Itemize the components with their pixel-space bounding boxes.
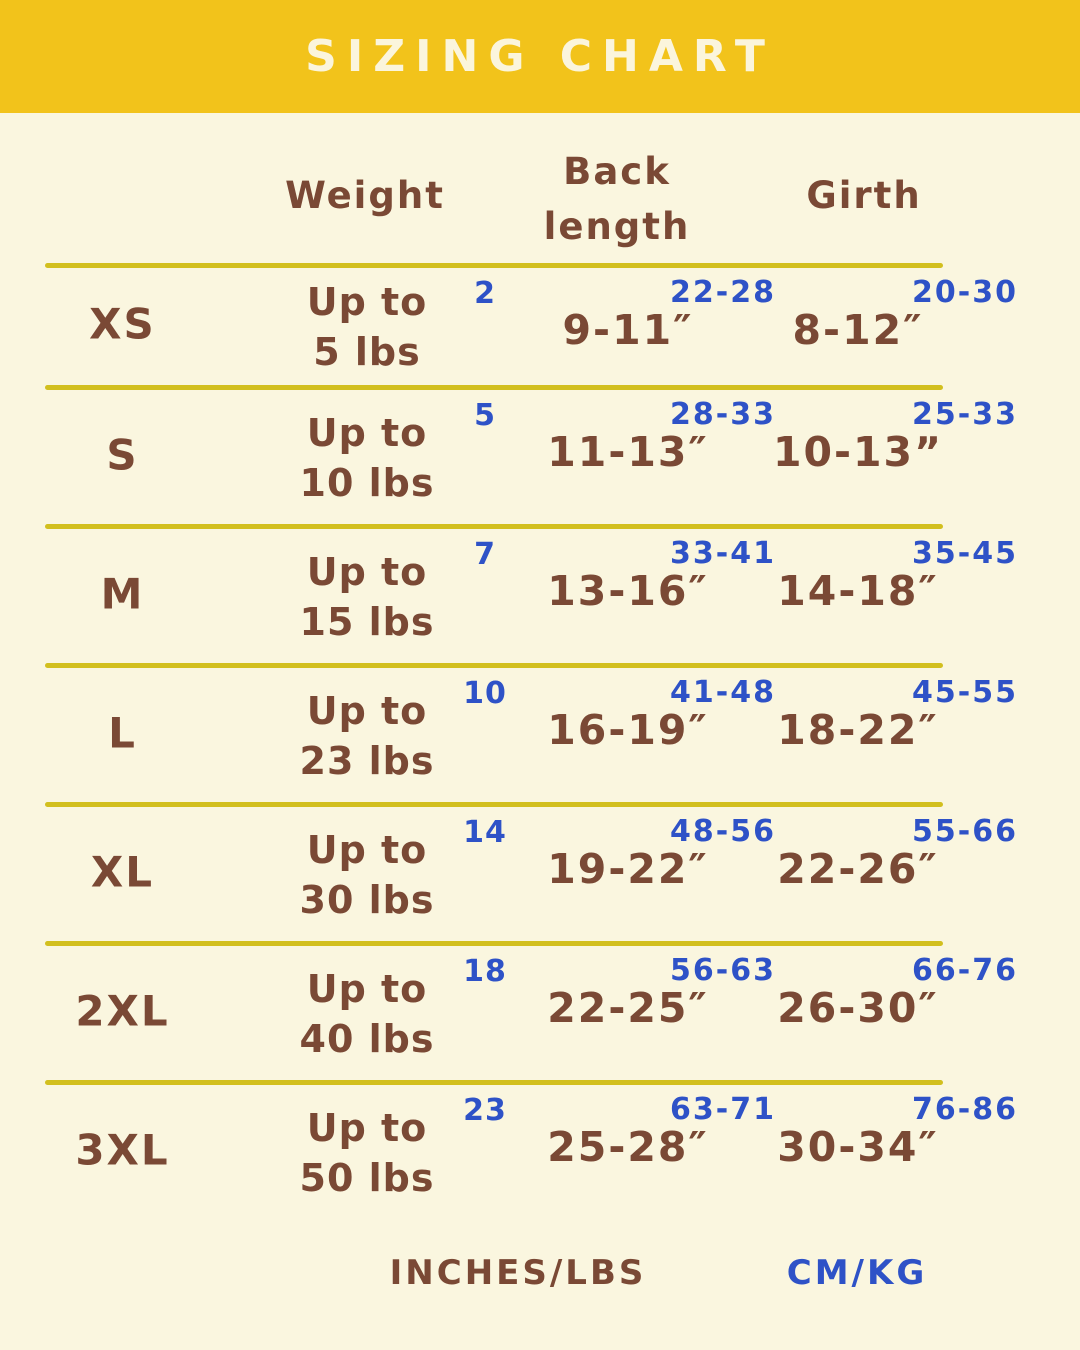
weight-imperial: Up to 50 lbs (252, 1103, 482, 1203)
size-row-xs: XS Up to 5 lbs 2 22-28 9-11″ 20-30 8-12″ (0, 263, 1080, 385)
back-length-inches: 11-13″ (547, 428, 709, 476)
page-title: SIZING CHART (305, 31, 775, 82)
weight-line2: 40 lbs (299, 1016, 435, 1061)
girth-cm: 66-76 (912, 953, 1018, 988)
size-label: 3XL (75, 1125, 170, 1174)
back-length-cm: 56-63 (670, 953, 776, 988)
row-divider (45, 663, 943, 668)
weight-imperial: Up to 5 lbs (252, 277, 482, 377)
girth-cm: 35-45 (912, 536, 1018, 571)
row-divider (45, 1080, 943, 1085)
weight-line1: Up to (306, 688, 428, 733)
size-table: XS Up to 5 lbs 2 22-28 9-11″ 20-30 8-12″… (0, 263, 1080, 1219)
weight-metric-kg: 2 (474, 276, 496, 311)
row-divider (45, 385, 943, 390)
weight-line1: Up to (306, 966, 428, 1011)
weight-line2: 23 lbs (299, 738, 435, 783)
back-length-cm: 33-41 (670, 536, 776, 571)
girth-cm: 25-33 (912, 397, 1018, 432)
weight-line2: 10 lbs (299, 460, 435, 505)
back-length-inches: 22-25″ (547, 984, 709, 1032)
size-row-m: M Up to 15 lbs 7 33-41 13-16″ 35-45 14-1… (0, 524, 1080, 663)
weight-metric-kg: 18 (463, 954, 507, 989)
col-header-weight: Weight (285, 174, 445, 217)
back-length-cm: 41-48 (670, 675, 776, 710)
size-label: 2XL (75, 986, 170, 1035)
back-length-inches: 25-28″ (547, 1123, 709, 1171)
girth-inches: 14-18″ (777, 567, 939, 615)
girth-inches: 10-13” (772, 428, 944, 476)
col-header-back-length: Back length (477, 144, 757, 254)
row-divider (45, 802, 943, 807)
legend-imperial: INCHES/LBS (389, 1253, 647, 1293)
weight-line1: Up to (306, 280, 428, 324)
size-label: XS (89, 299, 156, 349)
size-row-3xl: 3XL Up to 50 lbs 23 63-71 25-28″ 76-86 3… (0, 1080, 1080, 1219)
girth-cm: 45-55 (912, 675, 1018, 710)
weight-imperial: Up to 30 lbs (252, 825, 482, 925)
girth-inches: 18-22″ (777, 706, 939, 754)
girth-cm: 20-30 (912, 275, 1018, 310)
legend-metric: CM/KG (786, 1253, 928, 1293)
col-header-girth: Girth (806, 174, 922, 217)
girth-inches: 22-26″ (777, 845, 939, 893)
girth-inches: 30-34″ (777, 1123, 939, 1171)
weight-imperial: Up to 40 lbs (252, 964, 482, 1064)
size-row-s: S Up to 10 lbs 5 28-33 11-13″ 25-33 10-1… (0, 385, 1080, 524)
weight-metric-kg: 5 (474, 398, 496, 433)
weight-line2: 5 lbs (313, 330, 421, 374)
size-row-xl: XL Up to 30 lbs 14 48-56 19-22″ 55-66 22… (0, 802, 1080, 941)
weight-imperial: Up to 23 lbs (252, 686, 482, 786)
weight-imperial: Up to 10 lbs (252, 408, 482, 508)
col-header-back-line2: length (543, 205, 691, 248)
size-row-l: L Up to 23 lbs 10 41-48 16-19″ 45-55 18-… (0, 663, 1080, 802)
weight-line2: 50 lbs (299, 1155, 435, 1200)
weight-line2: 15 lbs (299, 599, 435, 644)
row-divider (45, 941, 943, 946)
back-length-inches: 13-16″ (547, 567, 709, 615)
back-length-inches: 19-22″ (547, 845, 709, 893)
weight-metric-kg: 10 (463, 676, 507, 711)
weight-imperial: Up to 15 lbs (252, 547, 482, 647)
header-banner: SIZING CHART (0, 0, 1080, 113)
row-divider (45, 524, 943, 529)
back-length-inches: 9-11″ (562, 306, 694, 354)
back-length-inches: 16-19″ (547, 706, 709, 754)
weight-metric-kg: 14 (463, 815, 507, 850)
girth-cm: 55-66 (912, 814, 1018, 849)
back-length-cm: 63-71 (670, 1092, 776, 1127)
size-row-2xl: 2XL Up to 40 lbs 18 56-63 22-25″ 66-76 2… (0, 941, 1080, 1080)
col-header-back-line1: Back (563, 150, 671, 193)
size-label: L (108, 708, 137, 757)
girth-inches: 26-30″ (777, 984, 939, 1032)
girth-cm: 76-86 (912, 1092, 1018, 1127)
back-length-cm: 28-33 (670, 397, 776, 432)
size-label: M (100, 569, 145, 618)
weight-line1: Up to (306, 1105, 428, 1150)
weight-metric-kg: 23 (463, 1093, 507, 1128)
row-divider (45, 263, 943, 268)
size-label: S (106, 430, 139, 479)
weight-line1: Up to (306, 827, 428, 872)
weight-line1: Up to (306, 410, 428, 455)
weight-line1: Up to (306, 549, 428, 594)
size-label: XL (90, 847, 155, 896)
weight-metric-kg: 7 (474, 537, 496, 572)
back-length-cm: 48-56 (670, 814, 776, 849)
weight-line2: 30 lbs (299, 877, 435, 922)
girth-inches: 8-12″ (792, 306, 924, 354)
back-length-cm: 22-28 (670, 275, 776, 310)
